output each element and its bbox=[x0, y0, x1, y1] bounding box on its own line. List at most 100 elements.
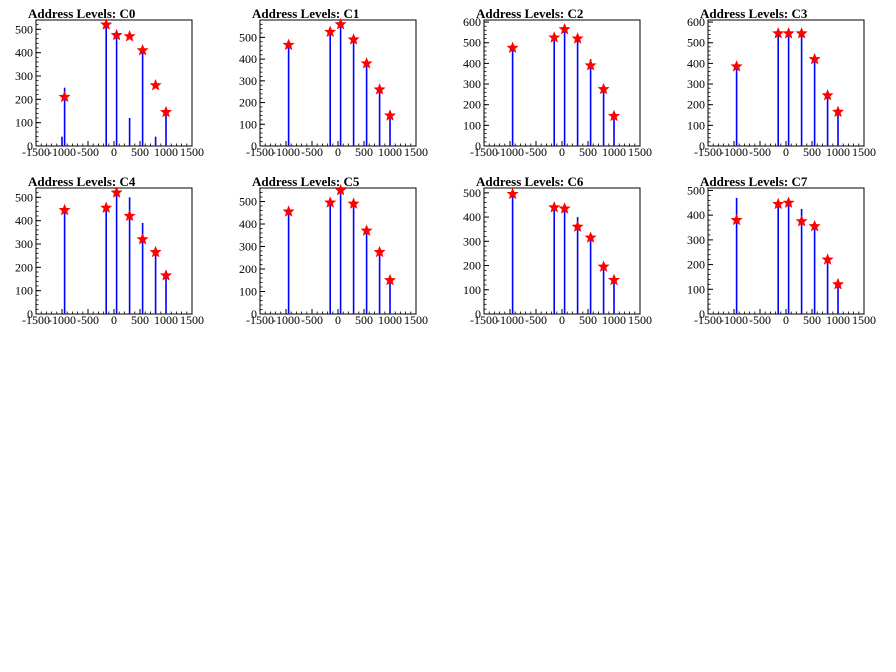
chart-panel-7: Address Levels: C7 0 100 200 300 400 500 -1500-… bbox=[672, 168, 896, 336]
x-tick-label: -1000 bbox=[496, 145, 524, 159]
chart-panel-5: Address Levels: C5 0 100 200 300 400 500 -1500-… bbox=[224, 168, 448, 336]
x-tick-label: -1000 bbox=[48, 313, 76, 327]
star-marker bbox=[347, 33, 360, 45]
y-tick-label: 0 bbox=[699, 139, 705, 153]
bar bbox=[777, 202, 779, 314]
chart-panel-3: Address Levels: C3 0 100 200 300 400 500 600 -15… bbox=[672, 0, 896, 168]
star-marker bbox=[597, 260, 610, 272]
x-tick-label: -1500 bbox=[694, 313, 722, 327]
bar bbox=[837, 279, 839, 314]
y-tick-label: 500 bbox=[15, 22, 33, 36]
bar bbox=[287, 210, 290, 314]
bar bbox=[154, 136, 157, 146]
bar bbox=[105, 24, 107, 147]
bar bbox=[352, 39, 355, 146]
bar bbox=[128, 197, 131, 314]
star-marker bbox=[136, 233, 149, 245]
x-tick-label: 1000 bbox=[378, 145, 402, 159]
bar bbox=[576, 217, 579, 314]
x-tick-label: -1000 bbox=[272, 145, 300, 159]
x-tick-label: 1000 bbox=[378, 313, 402, 327]
star-marker bbox=[149, 79, 162, 91]
x-tick-label: -1500 bbox=[470, 313, 498, 327]
star-marker bbox=[58, 203, 71, 216]
chart-svg: 0 100 200 300 400 500 -1500-1000 -500 0 500 1000 15… bbox=[463, 186, 652, 327]
chart-svg: 0 100 200 300 400 500 -1500-1000 -500 0 500 1000 15… bbox=[239, 183, 428, 327]
star-marker bbox=[123, 209, 136, 222]
x-tick-label: -1000 bbox=[496, 313, 524, 327]
bar bbox=[365, 63, 368, 147]
bar bbox=[329, 201, 331, 314]
chart-title: Address Levels: C7 bbox=[700, 174, 808, 189]
bar bbox=[128, 118, 131, 146]
x-tick-label: 500 bbox=[355, 145, 373, 159]
x-tick-label: 500 bbox=[579, 313, 597, 327]
y-tick-label: 500 bbox=[463, 186, 481, 200]
bar bbox=[154, 251, 157, 314]
star-marker bbox=[782, 27, 795, 39]
y-tick-label: 300 bbox=[15, 69, 33, 83]
star-marker bbox=[324, 196, 337, 208]
y-tick-label: 100 bbox=[15, 284, 33, 298]
x-tick-label: -500 bbox=[749, 145, 771, 159]
x-tick-label: 0 bbox=[559, 145, 565, 159]
plot-frame bbox=[707, 19, 865, 147]
chart-svg: 0 100 200 300 400 500 -1500-1000 -500 0 500 1000 15… bbox=[687, 183, 876, 327]
bar bbox=[165, 112, 167, 146]
y-tick-label: 500 bbox=[687, 183, 705, 197]
star-marker bbox=[159, 105, 173, 118]
x-tick-label: -500 bbox=[301, 313, 323, 327]
y-tick-label: 400 bbox=[687, 208, 705, 222]
bar bbox=[378, 251, 381, 314]
x-tick-label: -1500 bbox=[246, 313, 274, 327]
x-tick-label: 1000 bbox=[826, 313, 850, 327]
chart-title: Address Levels: C1 bbox=[252, 6, 360, 21]
bar bbox=[389, 115, 391, 146]
x-tick-label: -500 bbox=[77, 313, 99, 327]
bar bbox=[63, 209, 66, 314]
chart-title: Address Levels: C3 bbox=[700, 6, 808, 21]
x-tick-label: -500 bbox=[525, 313, 547, 327]
star-marker bbox=[149, 245, 162, 258]
x-tick-label: 0 bbox=[559, 313, 565, 327]
x-tick-label: -1500 bbox=[694, 145, 722, 159]
bar bbox=[339, 24, 342, 147]
plot-frame bbox=[35, 187, 193, 315]
x-tick-label: 500 bbox=[579, 145, 597, 159]
star-marker bbox=[334, 18, 347, 30]
bar bbox=[826, 94, 829, 146]
star-marker bbox=[110, 28, 123, 41]
star-marker bbox=[100, 18, 113, 30]
star-marker bbox=[506, 41, 519, 53]
bar bbox=[589, 59, 592, 146]
x-tick-label: 0 bbox=[335, 145, 341, 159]
bar bbox=[777, 34, 779, 146]
star-marker bbox=[360, 224, 373, 236]
y-tick-label: 300 bbox=[15, 237, 33, 251]
x-tick-label: 0 bbox=[111, 313, 117, 327]
y-tick-label: 200 bbox=[463, 98, 481, 112]
star-marker bbox=[334, 183, 347, 196]
star-marker bbox=[548, 31, 561, 43]
star-marker bbox=[373, 245, 386, 258]
y-tick-label: 0 bbox=[475, 307, 481, 321]
x-tick-label: -500 bbox=[301, 145, 323, 159]
bar bbox=[813, 59, 816, 146]
star-marker bbox=[373, 83, 386, 95]
y-tick-label: 500 bbox=[15, 190, 33, 204]
y-tick-label: 500 bbox=[239, 195, 257, 209]
star-marker bbox=[136, 44, 149, 56]
chart-panel-6: Address Levels: C6 0 100 200 300 400 500 -1500-… bbox=[448, 168, 672, 336]
star-marker bbox=[360, 57, 373, 69]
x-tick-label: 1000 bbox=[826, 145, 850, 159]
star-marker bbox=[607, 273, 621, 286]
y-tick-label: 400 bbox=[239, 217, 257, 231]
y-tick-label: 300 bbox=[239, 74, 257, 88]
bar bbox=[389, 280, 391, 314]
star-marker bbox=[831, 105, 845, 118]
y-tick-label: 100 bbox=[239, 117, 257, 131]
star-marker bbox=[58, 90, 71, 103]
chart-title: Address Levels: C0 bbox=[28, 6, 136, 21]
star-marker bbox=[571, 32, 584, 44]
y-tick-label: 200 bbox=[15, 92, 33, 106]
